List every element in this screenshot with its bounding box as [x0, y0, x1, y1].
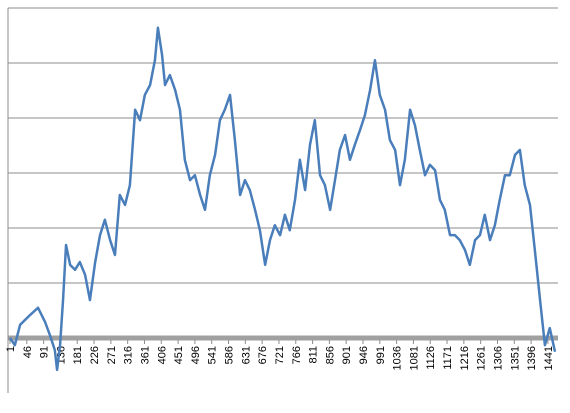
x-tick-label: 91 [39, 346, 51, 358]
x-tick-label: 766 [291, 346, 303, 364]
x-tick-label: 271 [106, 346, 118, 364]
x-tick-label: 1036 [392, 346, 404, 370]
x-tick-label: 226 [89, 346, 101, 364]
x-tick-label: 1 [5, 346, 17, 352]
x-tick-label: 856 [324, 346, 336, 364]
x-tick-label: 451 [173, 346, 185, 364]
x-tick-label: 721 [274, 346, 286, 364]
x-tick-label: 991 [375, 346, 387, 364]
x-tick-label: 316 [123, 346, 135, 364]
x-tick-label: 1216 [459, 346, 471, 370]
data-line [8, 26, 557, 372]
x-tick-label: 1306 [492, 346, 504, 370]
x-tick-label: 1081 [408, 346, 420, 370]
x-tick-label: 586 [224, 346, 236, 364]
x-tick-label: 541 [207, 346, 219, 364]
x-tick-label: 901 [341, 346, 353, 364]
x-tick-label: 946 [358, 346, 370, 364]
x-tick-label: 811 [308, 346, 320, 364]
x-tick-label: 1351 [509, 346, 521, 370]
x-tick-label: 1441 [543, 346, 555, 370]
x-tick-label: 496 [190, 346, 202, 364]
x-tick-label: 1126 [425, 346, 437, 370]
x-tick-label: 46 [22, 346, 34, 358]
x-tick-label: 1171 [442, 346, 454, 370]
x-tick-label: 1396 [526, 346, 538, 370]
x-tick-label: 406 [156, 346, 168, 364]
x-tick-label: 631 [240, 346, 252, 364]
x-tick-label: 676 [257, 346, 269, 364]
x-tick-label: 1261 [476, 346, 488, 370]
x-tick-label: 181 [72, 346, 84, 364]
x-tick-label: 361 [139, 346, 151, 364]
